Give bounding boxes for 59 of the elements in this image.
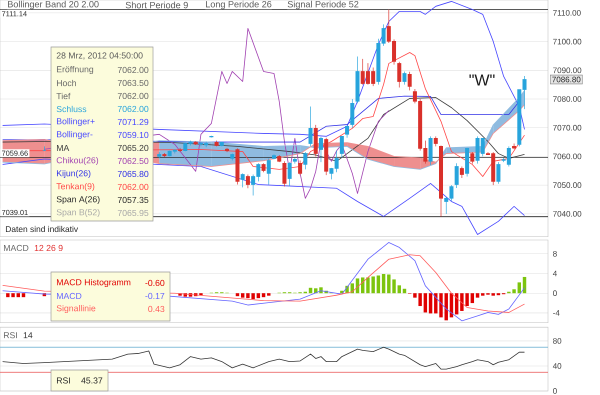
- annotation: 7062.00: [118, 106, 148, 112]
- annotation: Tenkan(9): [56, 182, 94, 192]
- annotation: -0.60: [145, 280, 164, 286]
- annotation: Schluss: [56, 106, 86, 112]
- annotation: Tief: [56, 92, 70, 100]
- annotation: 7065.95: [118, 210, 148, 216]
- annotation: 7065.80: [118, 170, 148, 178]
- annotation: 7063.50: [118, 80, 148, 86]
- chart-subtitle: 14: [24, 332, 32, 338]
- text: 7086.80: [552, 76, 580, 82]
- chart-title: MACD: [4, 244, 28, 252]
- y-tick-label: 7080.00: [553, 96, 582, 102]
- annotation: -0.17: [145, 292, 164, 300]
- annotation: Long Periode 26: [206, 0, 272, 10]
- y-tick-label: 80: [553, 338, 562, 344]
- annotation: 7065.20: [118, 144, 148, 152]
- y-tick-label: 7060.00: [553, 154, 582, 160]
- annotation: MA: [56, 145, 70, 151]
- annotation: "W": [469, 74, 495, 86]
- annotation: 7062.00: [118, 92, 148, 100]
- annotation: 7062.00: [118, 66, 148, 74]
- y-tick-label: 0: [553, 290, 557, 296]
- annotation: 7071.29: [118, 118, 148, 126]
- y-tick-label: 7070.00: [553, 124, 582, 131]
- annotation: Span B(52): [56, 208, 100, 218]
- y-tick-label: 7100.00: [553, 38, 582, 44]
- annotation: Eröffnung: [56, 66, 94, 74]
- y-tick-label: 40: [552, 363, 562, 369]
- annotation: Bollinger+: [56, 118, 95, 126]
- annotation: MACD Histogramm: [56, 278, 130, 288]
- annotation: Bollinger-: [56, 130, 92, 140]
- annotation: Daten sind indikativ: [6, 226, 78, 232]
- y-tick-label: 7040.00: [553, 210, 582, 217]
- annotation: Short Periode 9: [126, 2, 188, 8]
- annotation: Bollinger Band 20 2.00: [8, 0, 99, 10]
- y-tick-label: 8: [553, 250, 557, 257]
- annotation: MACD: [56, 292, 82, 300]
- annotation: Signallinie: [56, 304, 96, 314]
- y-tick-label: 7090.00: [553, 67, 582, 74]
- annotation: Kijun(26): [56, 170, 90, 178]
- annotation: Hoch: [56, 80, 76, 86]
- annotation: 0.43: [148, 306, 164, 312]
- y-tick-label: 7050.00: [553, 182, 582, 188]
- y-tick-label: 0: [553, 388, 557, 394]
- annotation: Span A(26): [56, 196, 100, 204]
- y-tick-label: 7110.00: [553, 10, 581, 16]
- y-tick-label: 4: [552, 270, 557, 276]
- annotation: Signal Periode 52: [288, 0, 358, 10]
- annotation: 7062.00: [118, 184, 148, 190]
- annotation: 28 Mrz, 2012 04:50:00: [56, 52, 143, 60]
- annotation: 45.37: [81, 377, 102, 384]
- chart-title: RSI: [4, 332, 17, 338]
- chart-subtitle: 12 26 9: [34, 244, 63, 252]
- annotation: 7062.50: [118, 158, 148, 164]
- annotation: RSI: [56, 377, 70, 384]
- annotation: 7057.35: [118, 196, 148, 204]
- annotation: Chikou(26): [56, 156, 98, 166]
- y-tick-label: -4: [553, 310, 560, 316]
- annotation: 7059.10: [118, 132, 148, 138]
